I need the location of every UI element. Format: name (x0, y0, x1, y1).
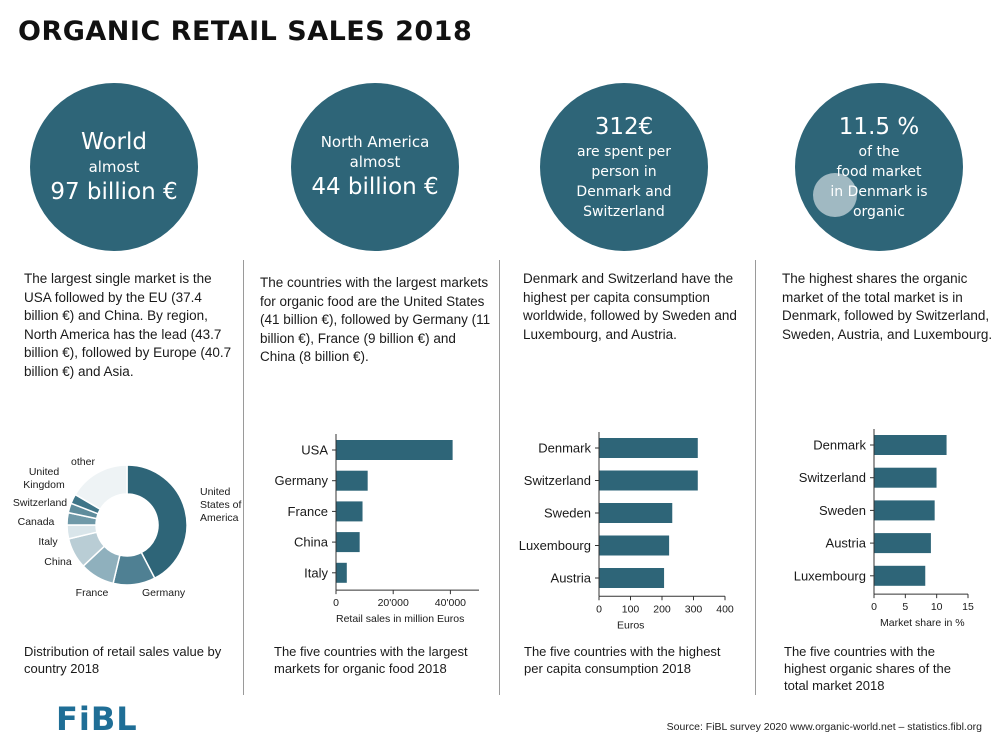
donut-label: France (76, 587, 109, 599)
category-label: Luxembourg (519, 538, 591, 553)
donut-label: Italy (38, 536, 58, 548)
category-label: Denmark (538, 441, 591, 456)
x-tick-label: 40'000 (435, 597, 466, 609)
circle-line: almost (88, 158, 140, 176)
donut-label: Canada (18, 516, 55, 528)
bar (874, 533, 931, 554)
category-label: China (294, 535, 329, 550)
category-label: Sweden (819, 503, 866, 518)
fibl-logo: FiBL (56, 700, 138, 738)
bar (599, 535, 670, 556)
donut-label: other (71, 456, 95, 468)
market-share-caption: The five countries with the highest orga… (784, 644, 951, 693)
bar (336, 470, 368, 491)
x-tick-label: 15 (962, 601, 974, 613)
donut-label: United (29, 466, 60, 478)
category-label: Sweden (544, 506, 591, 521)
largest-markets-bar-chart: USA Germany France China Italy 0 20'000 40'000 R… (275, 434, 479, 625)
world-circle: World almost 97 billion € (30, 83, 198, 251)
category-label: Switzerland (799, 470, 866, 485)
bar (874, 565, 926, 586)
circle-line: Switzerland (583, 204, 665, 220)
x-tick-label: 0 (871, 601, 877, 613)
bar (336, 501, 363, 522)
bar (874, 500, 935, 521)
x-tick-label: 0 (596, 603, 602, 615)
donut-label: Kingdom (23, 479, 65, 491)
circle-line: 312€ (594, 114, 654, 140)
per-capita-bar-chart: Denmark Switzerland Sweden Luxembourg Austri… (519, 432, 734, 630)
donut-label: States of (200, 499, 242, 511)
circle-line: food market (836, 164, 922, 180)
donut-slice (126, 464, 188, 580)
x-axis-label: Euros (617, 619, 644, 630)
bar (336, 440, 453, 460)
x-tick-label: 100 (622, 603, 640, 615)
column-divider (243, 260, 244, 695)
largest-markets-caption: The five countries with the largest mark… (274, 644, 468, 676)
category-label: Switzerland (524, 473, 591, 488)
x-axis-label: Market share in % (880, 617, 965, 629)
column-divider (499, 260, 500, 695)
bar (336, 562, 347, 583)
bar (599, 503, 673, 523)
circle-line: World (81, 129, 147, 155)
bar (336, 532, 360, 553)
category-label: Austria (826, 536, 867, 551)
per-capita-caption: The five countries with the highest per … (524, 644, 721, 676)
category-label: Austria (551, 571, 592, 586)
bar (599, 568, 665, 588)
north-america-circle: North America almost 44 billion € (291, 83, 459, 251)
page-title: ORGANIC RETAIL SALES 2018 (18, 16, 473, 47)
x-tick-label: 10 (931, 601, 943, 613)
highlight-bubble (813, 173, 857, 217)
world-description: The largest single market is the USA fol… (24, 271, 232, 379)
circle-line: organic (852, 204, 905, 220)
donut-label: China (44, 556, 72, 568)
circle-line: person in (591, 164, 657, 180)
circle-line: 97 billion € (50, 179, 178, 205)
x-axis-label: Retail sales in million Euros (336, 613, 464, 625)
circle-line: of the (858, 144, 900, 160)
donut-label: America (200, 512, 239, 524)
circle-line: Denmark and (576, 184, 672, 200)
circle-line: are spent per (577, 144, 671, 160)
category-label: USA (301, 443, 328, 458)
category-label: Italy (304, 565, 328, 580)
donut-label: United (200, 486, 231, 498)
bar (599, 470, 698, 491)
market-share-circle: 11.5 % of the food market in Denmark is … (795, 83, 963, 251)
x-tick-label: 300 (685, 603, 703, 615)
donut-caption: Distribution of retail sales value by co… (24, 644, 222, 676)
x-tick-label: 0 (333, 597, 339, 609)
donut-label: Switzerland (13, 497, 67, 509)
bar (599, 438, 698, 458)
donut-label: Germany (142, 587, 186, 599)
source-text: Source: FiBL survey 2020 www.organic-wor… (666, 721, 982, 733)
x-tick-label: 400 (716, 603, 734, 615)
category-label: Germany (275, 473, 329, 488)
x-tick-label: 5 (902, 601, 908, 613)
bar (874, 435, 947, 455)
category-label: France (288, 504, 328, 519)
market-share-description: The highest shares the organic market of… (782, 271, 993, 342)
category-label: Denmark (813, 438, 866, 453)
circle-line: 11.5 % (838, 114, 920, 140)
bar (874, 467, 937, 488)
category-label: Luxembourg (794, 568, 866, 583)
per-capita-circle: 312€ are spent per person in Denmark and… (540, 83, 708, 251)
circle-line: almost (349, 153, 401, 171)
donut-slice (74, 464, 128, 511)
x-tick-label: 20'000 (378, 597, 409, 609)
per-capita-description: Denmark and Switzerland have the highest… (523, 271, 737, 342)
circle-line: North America (320, 133, 430, 151)
north-america-description: The countries with the largest markets f… (260, 275, 491, 365)
market-share-bar-chart: Denmark Switzerland Sweden Austria Luxembour… (794, 429, 974, 629)
column-divider (755, 260, 756, 695)
circle-line: 44 billion € (311, 174, 439, 200)
x-tick-label: 200 (653, 603, 671, 615)
